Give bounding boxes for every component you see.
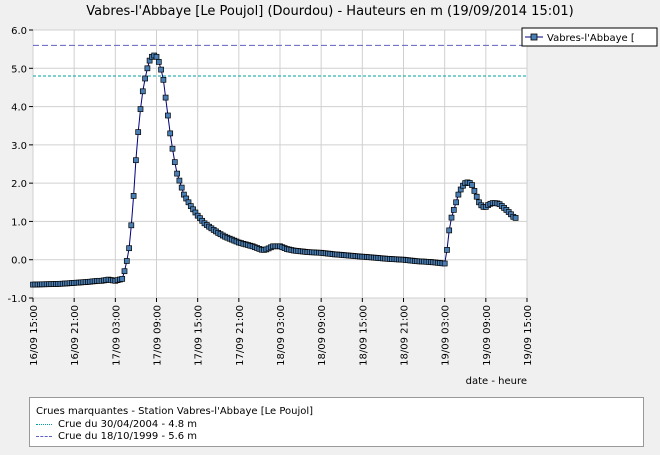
y-tick-label: 1.0 bbox=[11, 217, 27, 228]
threshold-label-1999: Crue du 18/10/1999 - 5.6 m bbox=[58, 431, 198, 442]
x-tick-label: 17/09 21:00 bbox=[235, 305, 246, 366]
x-tick-label: 18/09 21:00 bbox=[400, 305, 411, 366]
data-point bbox=[446, 227, 453, 234]
data-point bbox=[171, 159, 178, 165]
data-point bbox=[160, 76, 167, 83]
x-tick-label: 16/09 15:00 bbox=[29, 305, 40, 366]
data-point bbox=[169, 145, 176, 152]
x-axis-title: date - heure bbox=[466, 376, 527, 387]
data-point bbox=[450, 207, 457, 213]
y-tick-label: 0.0 bbox=[11, 256, 27, 267]
y-tick-label: 4.0 bbox=[11, 103, 27, 114]
data-point bbox=[130, 193, 137, 199]
data-point bbox=[176, 177, 183, 184]
y-tick-label: 2.0 bbox=[11, 179, 27, 190]
data-point bbox=[178, 184, 185, 191]
data-point bbox=[469, 182, 475, 188]
data-point bbox=[167, 130, 174, 137]
data-point bbox=[128, 222, 135, 229]
data-point bbox=[165, 112, 171, 119]
data-point bbox=[448, 214, 455, 221]
data-point bbox=[158, 66, 164, 73]
data-point bbox=[155, 59, 162, 65]
x-tick-label: 19/09 09:00 bbox=[482, 305, 493, 366]
dotted-line-sample bbox=[36, 424, 52, 425]
threshold-legend-title: Crues marquantes - Station Vabres-l'Abba… bbox=[36, 406, 314, 417]
data-point bbox=[444, 247, 450, 253]
threshold-item-2004: Crue du 30/04/2004 - 4.8 m bbox=[36, 419, 197, 430]
x-tick-label: 17/09 15:00 bbox=[194, 305, 205, 366]
x-axis: 16/09 15:00 16/09 21:00 17/09 03:00 17/09 0… bbox=[29, 298, 534, 366]
data-point bbox=[123, 258, 130, 264]
data-point bbox=[162, 94, 169, 101]
legend-frame bbox=[521, 27, 658, 47]
data-point bbox=[174, 170, 180, 177]
data-point bbox=[126, 245, 132, 252]
data-point bbox=[512, 215, 519, 221]
chart-title: Vabres-l'Abbaye [Le Poujol] (Dourdou) - … bbox=[86, 4, 573, 19]
data-point bbox=[133, 157, 139, 164]
x-tick-label: 18/09 15:00 bbox=[358, 305, 369, 366]
x-tick-label: 18/09 03:00 bbox=[276, 305, 287, 366]
data-point bbox=[441, 260, 448, 267]
data-point bbox=[144, 65, 151, 72]
x-tick-label: 17/09 09:00 bbox=[153, 305, 164, 366]
threshold-legend: Crues marquantes - Station Vabres-l'Abba… bbox=[29, 397, 644, 447]
threshold-label-2004: Crue du 30/04/2004 - 4.8 m bbox=[58, 419, 198, 430]
data-point bbox=[135, 129, 142, 135]
data-point bbox=[471, 188, 478, 194]
threshold-item-1999: Crue du 18/10/1999 - 5.6 m bbox=[36, 431, 197, 442]
series-legend: Vabres-l'Abbaye [ bbox=[521, 27, 658, 47]
x-tick-label: 17/09 03:00 bbox=[111, 305, 122, 366]
dashed-line-sample bbox=[36, 436, 52, 437]
y-tick-label: -1.0 bbox=[7, 294, 27, 305]
x-tick-label: 18/09 09:00 bbox=[317, 305, 328, 366]
data-point bbox=[453, 199, 459, 206]
legend-marker-sample bbox=[530, 33, 538, 41]
y-tick-label: 6.0 bbox=[11, 26, 27, 37]
y-axis: -1.0 0.0 1.0 2.0 3.0 4.0 5.0 6.0 bbox=[7, 26, 33, 305]
threshold-lines bbox=[33, 44, 527, 77]
series-layer bbox=[30, 52, 519, 288]
legend-series-name: Vabres-l'Abbaye [ bbox=[547, 33, 635, 44]
data-point bbox=[142, 75, 148, 82]
data-point bbox=[455, 191, 462, 198]
x-tick-label: 19/09 03:00 bbox=[441, 305, 452, 366]
data-point bbox=[153, 53, 160, 60]
x-tick-label: 16/09 21:00 bbox=[70, 305, 81, 366]
data-point bbox=[119, 276, 126, 282]
x-tick-label: 19/09 15:00 bbox=[523, 305, 534, 366]
data-point bbox=[137, 106, 144, 112]
data-point bbox=[473, 193, 480, 200]
data-point bbox=[121, 268, 128, 275]
y-tick-label: 5.0 bbox=[11, 64, 27, 75]
y-tick-label: 3.0 bbox=[11, 141, 27, 152]
data-point bbox=[139, 88, 146, 95]
